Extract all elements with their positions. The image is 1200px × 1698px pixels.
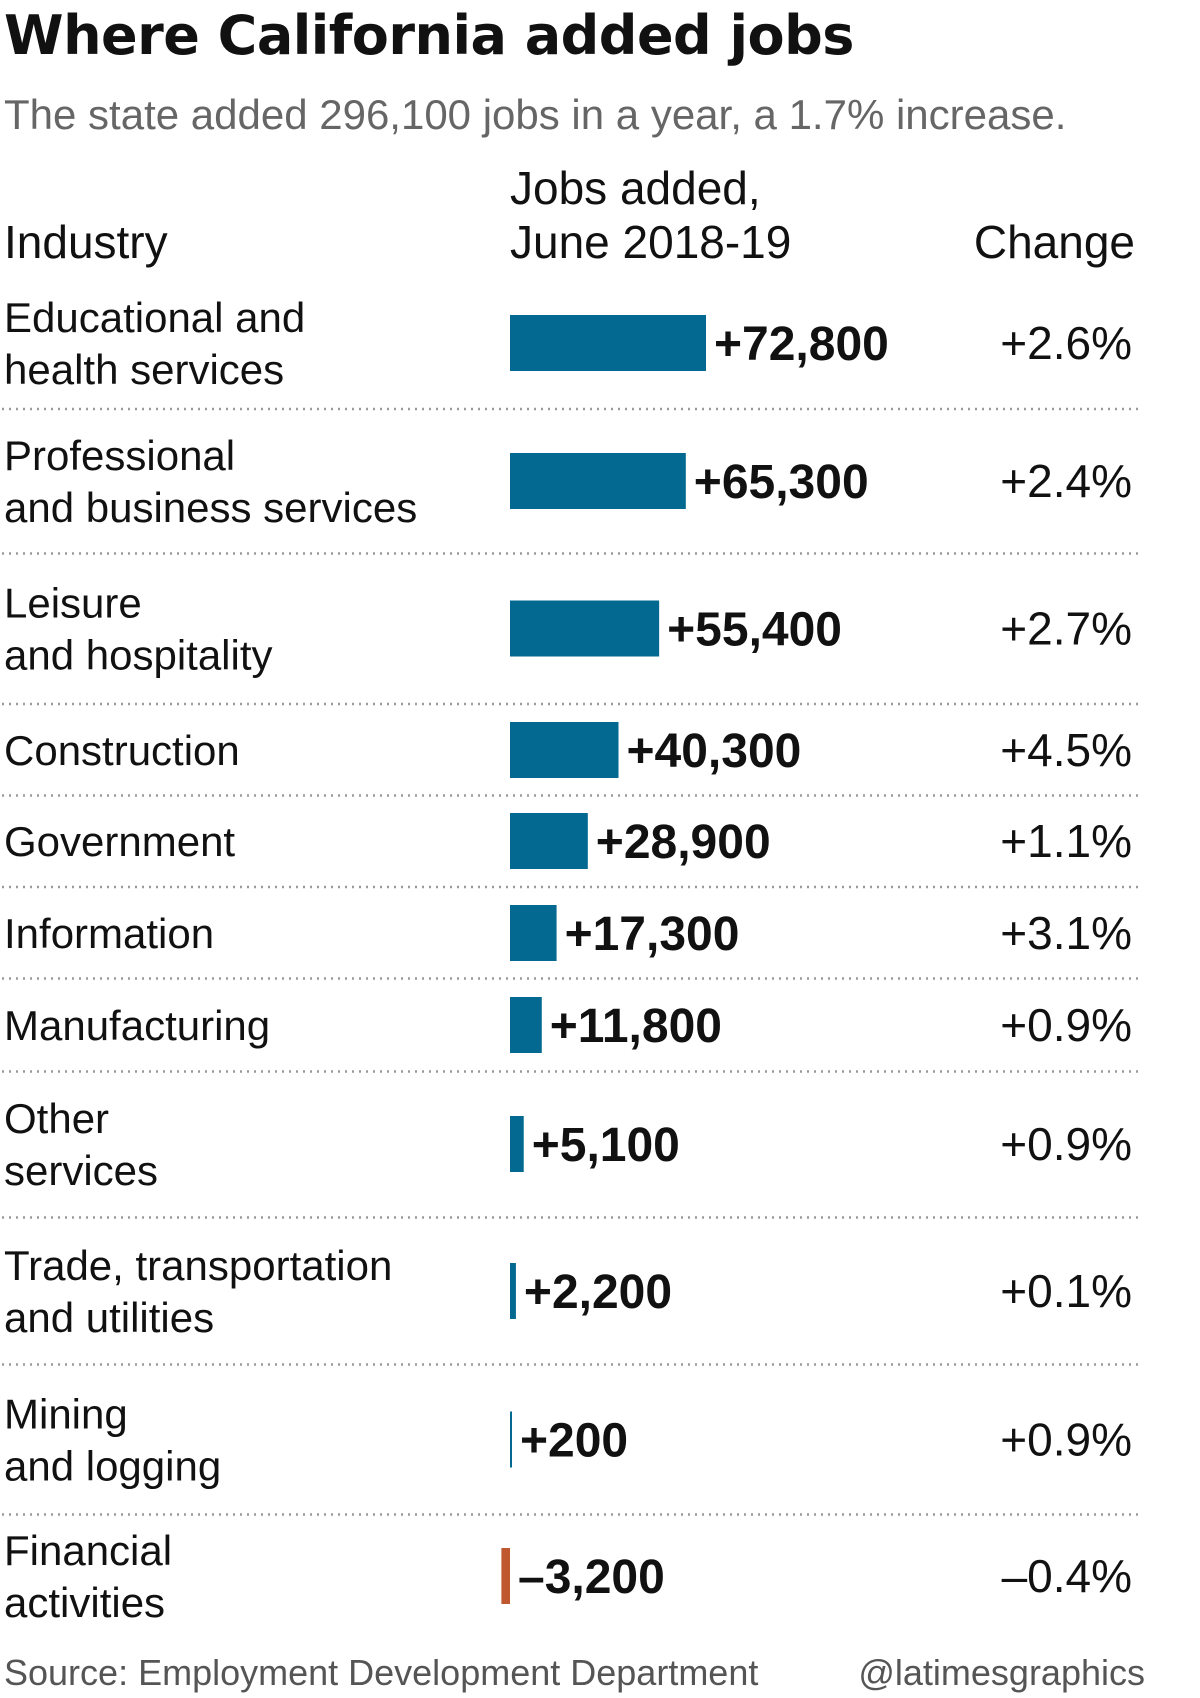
percent-change-label: +0.9%	[1000, 999, 1132, 1051]
jobs-value-label: +2,200	[524, 1266, 672, 1319]
industry-label: Educational and health services	[4, 294, 305, 393]
percent-change-label: +2.6%	[1000, 317, 1132, 369]
percent-change-label: –0.4%	[1002, 1550, 1132, 1602]
bar-positive	[510, 1411, 512, 1468]
industry-label: Government	[4, 818, 235, 865]
industry-column-header: Industry	[4, 216, 168, 268]
industry-label: Leisure and hospitality	[4, 580, 273, 679]
jobs-value-label: +40,300	[627, 725, 802, 778]
percent-change-label: +3.1%	[1000, 907, 1132, 959]
bar-positive	[510, 453, 686, 509]
chart-subtitle: The state added 296,100 jobs in a year, …	[4, 91, 1067, 138]
industry-label: Mining and logging	[4, 1391, 221, 1490]
jobs-value-label: +72,800	[714, 318, 889, 371]
bar-positive	[510, 1263, 516, 1319]
jobs-value-label: +11,800	[550, 1000, 722, 1053]
bar-positive	[510, 997, 542, 1053]
jobs-value-label: +200	[520, 1415, 628, 1468]
change-column-header: Change	[973, 216, 1135, 268]
jobs-added-header-line1: Jobs added,	[510, 162, 761, 214]
source-note: Source: Employment Development Departmen…	[4, 1652, 759, 1693]
industry-label: Financial activities	[4, 1527, 172, 1626]
graphics-credit: @latimesgraphics	[858, 1652, 1145, 1693]
bar-positive	[510, 722, 619, 778]
bar-positive	[510, 1116, 524, 1172]
bar-positive	[510, 813, 588, 869]
percent-change-label: +0.9%	[1000, 1414, 1132, 1466]
bar-positive	[510, 905, 557, 961]
jobs-value-label: +17,300	[565, 908, 740, 961]
industry-label: Construction	[4, 727, 240, 774]
percent-change-label: +2.7%	[1000, 603, 1132, 655]
industry-label: Professional and business services	[4, 432, 417, 531]
percent-change-label: +0.9%	[1000, 1118, 1132, 1170]
bar-positive	[510, 315, 706, 371]
percent-change-label: +0.1%	[1000, 1265, 1132, 1317]
industry-label: Other services	[4, 1095, 158, 1194]
industry-label: Trade, transportation and utilities	[4, 1242, 392, 1341]
industry-label: Manufacturing	[4, 1002, 270, 1049]
chart-title: Where California added jobs	[4, 4, 854, 67]
jobs-added-header-line2: June 2018-19	[510, 216, 792, 268]
bar-positive	[510, 600, 660, 657]
percent-change-label: +2.4%	[1000, 455, 1132, 507]
percent-change-label: +4.5%	[1000, 724, 1132, 776]
percent-change-label: +1.1%	[1000, 815, 1132, 867]
jobs-value-label: –3,200	[518, 1551, 665, 1604]
jobs-value-label: +65,300	[694, 456, 869, 509]
jobs-value-label: +28,900	[596, 816, 771, 869]
industry-label: Information	[4, 910, 214, 957]
bar-negative	[501, 1548, 510, 1604]
jobs-value-label: +55,400	[667, 604, 842, 657]
jobs-value-label: +5,100	[532, 1119, 680, 1172]
jobs-added-column-header: Jobs added, June 2018-19	[510, 161, 791, 269]
